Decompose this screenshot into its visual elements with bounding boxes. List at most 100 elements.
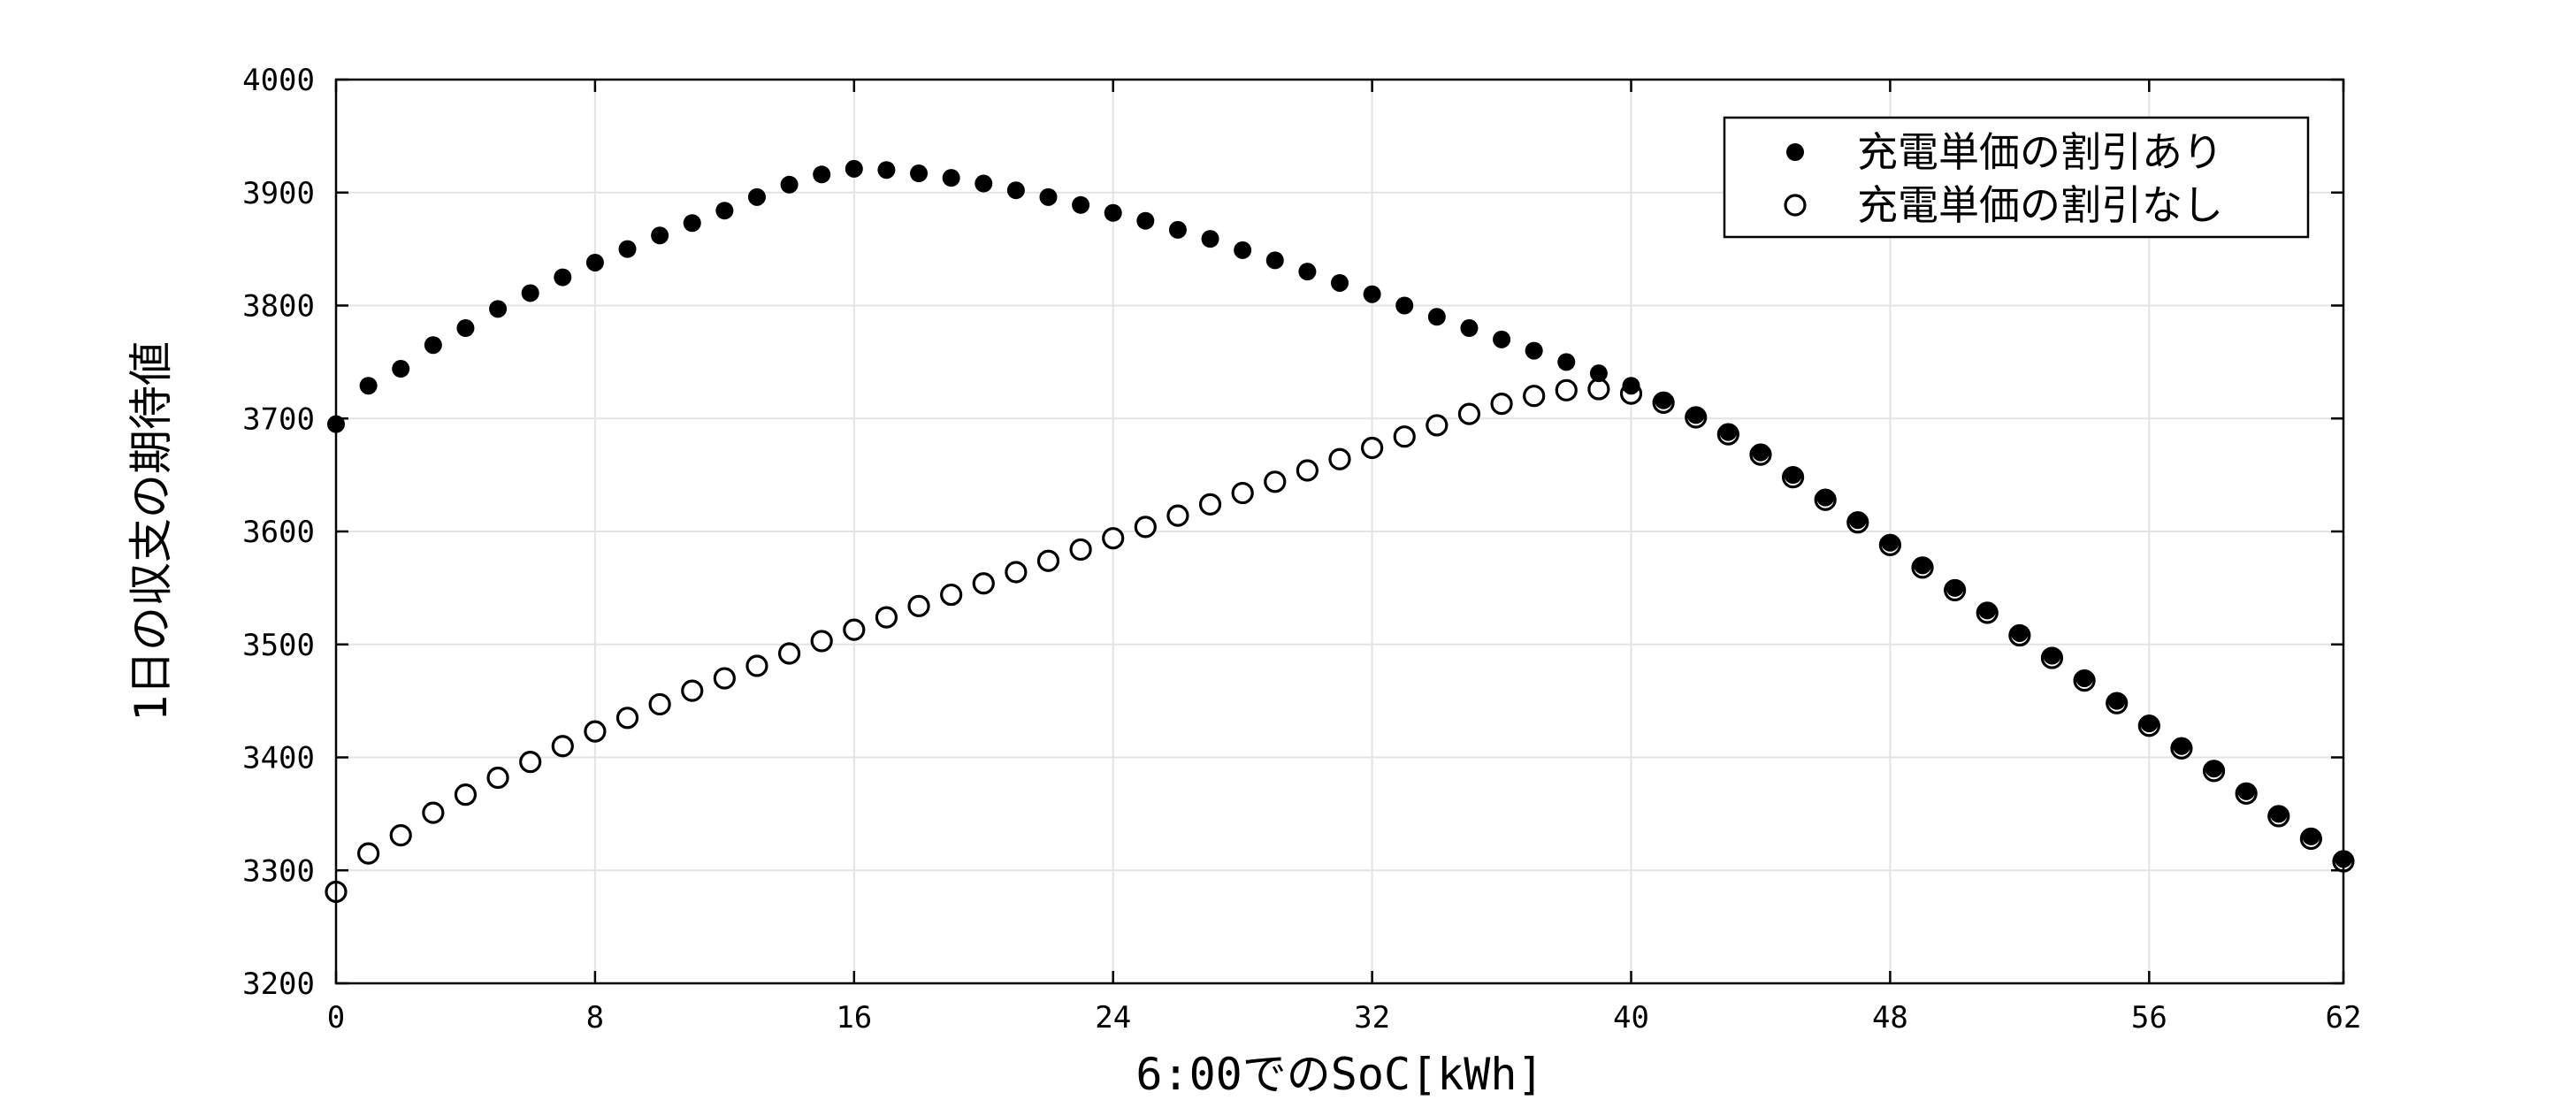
axis-ticks — [334, 78, 2345, 985]
point-with-discount — [618, 240, 637, 258]
point-without-discount — [681, 679, 704, 702]
point-with-discount — [1686, 406, 1705, 424]
point-without-discount — [486, 766, 509, 790]
point-with-discount — [489, 300, 508, 318]
legend-marker-open — [1784, 194, 1807, 217]
point-with-discount — [392, 360, 410, 378]
point-with-discount — [1914, 556, 1932, 575]
point-with-discount — [747, 187, 766, 206]
point-without-discount — [1231, 481, 1254, 505]
legend-label-without-discount: 充電単価の割引なし — [1857, 181, 2223, 229]
point-with-discount — [359, 377, 378, 395]
point-with-discount — [683, 214, 701, 233]
point-without-discount — [1361, 436, 1384, 460]
point-without-discount — [615, 707, 639, 730]
point-with-discount — [1460, 319, 1479, 338]
point-with-discount — [1136, 211, 1155, 230]
point-without-discount — [1036, 549, 1060, 572]
y-tick-label: 3700 — [242, 401, 315, 437]
point-without-discount — [422, 801, 445, 824]
y-tick-label: 3800 — [242, 289, 315, 325]
x-tick-label: 0 — [327, 1000, 345, 1035]
legend-box — [1723, 116, 2310, 239]
point-with-discount — [2237, 782, 2256, 800]
point-with-discount — [1848, 511, 1867, 530]
point-with-discount — [1006, 181, 1025, 200]
point-with-discount — [715, 202, 734, 220]
point-without-discount — [843, 618, 866, 641]
point-without-discount — [875, 606, 898, 629]
point-with-discount — [2205, 760, 2223, 778]
point-with-discount — [975, 174, 993, 193]
point-with-discount — [1719, 423, 1738, 441]
point-with-discount — [1816, 488, 1835, 507]
x-tick-label: 24 — [1095, 1000, 1131, 1035]
point-without-discount — [648, 692, 671, 716]
point-with-discount — [910, 164, 929, 183]
point-without-discount — [713, 667, 736, 690]
point-with-discount — [780, 175, 799, 194]
y-tick-label: 3400 — [242, 741, 315, 776]
point-without-discount — [1134, 516, 1157, 539]
point-with-discount — [1557, 353, 1576, 371]
point-with-discount — [2010, 623, 2029, 642]
point-with-discount — [456, 319, 475, 338]
point-with-discount — [2302, 827, 2320, 845]
point-with-discount — [1978, 601, 1997, 620]
point-with-discount — [521, 284, 539, 302]
point-with-discount — [1039, 187, 1058, 206]
x-tick-label: 16 — [836, 1000, 872, 1035]
y-tick-label: 3900 — [242, 176, 315, 211]
point-with-discount — [1622, 377, 1640, 395]
point-with-discount — [2043, 646, 2061, 665]
point-with-discount — [877, 161, 896, 180]
y-tick-label: 3500 — [242, 628, 315, 663]
point-without-discount — [1555, 378, 1578, 401]
point-with-discount — [1589, 364, 1608, 383]
x-tick-label: 32 — [1354, 1000, 1390, 1035]
point-with-discount — [1234, 241, 1252, 259]
point-with-discount — [1493, 330, 1511, 348]
point-with-discount — [1072, 195, 1090, 214]
point-with-discount — [1655, 391, 1673, 409]
point-without-discount — [551, 735, 574, 758]
y-tick-label: 3300 — [242, 853, 315, 889]
point-without-discount — [1457, 402, 1481, 425]
point-with-discount — [2140, 714, 2159, 733]
x-tick-label: 56 — [2131, 1000, 2167, 1035]
point-with-discount — [1201, 230, 1219, 248]
point-without-discount — [1490, 393, 1513, 416]
point-without-discount — [810, 630, 833, 653]
point-with-discount — [1104, 203, 1122, 222]
point-without-discount — [1264, 470, 1287, 493]
x-tick-label: 48 — [1872, 1000, 1908, 1035]
point-with-discount — [1298, 263, 1317, 281]
x-axis-title: 6:00でのSoC[kWh] — [1135, 1049, 1543, 1100]
point-with-discount — [2075, 669, 2094, 688]
point-without-discount — [1523, 385, 1546, 408]
point-without-discount — [1426, 414, 1449, 437]
y-axis-title: 1日の収支の期待値 — [126, 341, 177, 722]
point-without-discount — [519, 751, 542, 774]
point-without-discount — [454, 783, 478, 806]
point-with-discount — [1395, 296, 1414, 315]
point-without-discount — [907, 594, 930, 617]
x-tick-label: 62 — [2326, 1000, 2362, 1035]
point-with-discount — [651, 226, 669, 245]
point-without-discount — [1587, 378, 1610, 401]
y-tick-label: 3200 — [242, 967, 315, 1002]
y-tick-label: 3600 — [242, 515, 315, 550]
point-with-discount — [424, 336, 442, 355]
point-with-discount — [2107, 692, 2126, 710]
y-tick-labels: 3200 3300 3400 3500 3600 3700 3800 3900 4000 — [242, 63, 315, 1002]
point-with-discount — [554, 268, 572, 287]
x-tick-label: 8 — [586, 1000, 604, 1035]
point-with-discount — [1525, 341, 1543, 360]
point-with-discount — [1881, 533, 1900, 552]
y-tick-label: 4000 — [242, 63, 315, 98]
point-without-discount — [1102, 527, 1125, 550]
point-with-discount — [1784, 466, 1802, 485]
legend-marker-filled — [1786, 143, 1804, 161]
point-with-discount — [1168, 220, 1187, 239]
